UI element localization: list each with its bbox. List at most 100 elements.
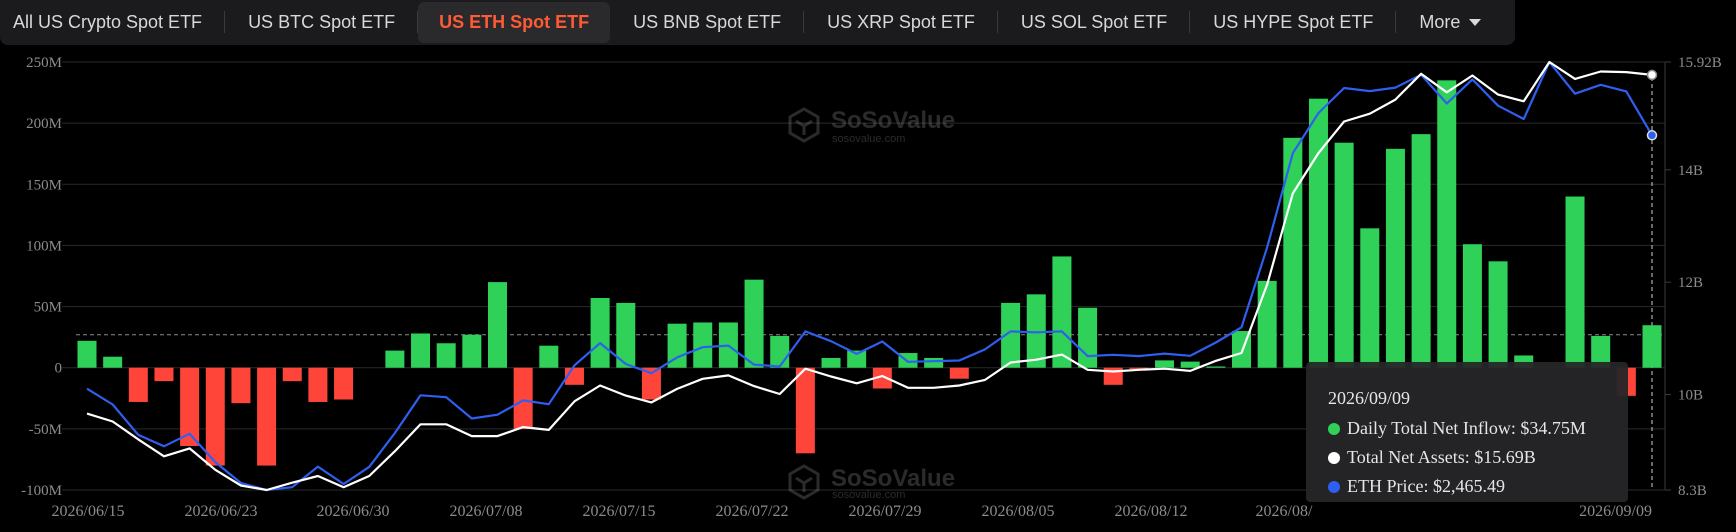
y-left-tick-label: -100M [21,483,62,499]
inflow-bar[interactable] [539,345,559,368]
inflow-bar[interactable] [949,367,969,379]
inflow-bar[interactable] [487,282,507,368]
inflow-bar[interactable] [1360,228,1380,368]
watermark: SoSoValue sosovalue.com [788,107,955,145]
inflow-bar[interactable] [1052,256,1072,368]
tooltip-row-inflow: Daily Total Net Inflow: $34.75M [1328,418,1586,439]
tab-us-sol-spot-etf[interactable]: US SOL Spot ETF [998,0,1191,45]
x-tick-label: 2026/07/29 [849,503,922,520]
inflow-bar[interactable] [77,340,97,368]
series-lines [86,60,1653,492]
inflow-bar[interactable] [872,367,892,389]
x-tick-label: 2026/06/23 [185,503,258,520]
inflow-bar[interactable] [795,367,815,454]
x-tick-label: 2026/08/05 [982,503,1055,520]
inflow-bar[interactable] [1206,366,1226,368]
watermark-brand: SoSoValue [831,465,955,492]
inflow-bar[interactable] [1462,244,1482,368]
inflow-bar[interactable] [1026,294,1046,368]
watermark: SoSoValue sosovalue.com [788,464,955,501]
inflow-bar[interactable] [282,367,302,382]
inflow-bar[interactable] [616,302,636,368]
inflow-bar[interactable] [770,335,790,368]
inflow-bar[interactable] [308,367,328,402]
inflow-bar[interactable] [1437,80,1457,368]
y-left-tick-label: -50M [29,422,62,438]
tab-label: More [1419,12,1461,32]
x-tick-label: 2026/07/15 [583,503,656,520]
inflow-bar[interactable] [847,350,867,368]
inflow-bar[interactable] [641,367,661,400]
inflow-bar[interactable] [180,367,200,446]
tooltip-row-assets: Total Net Assets: $15.69B [1328,447,1536,468]
tab-us-hype-spot-etf[interactable]: US HYPE Spot ETF [1190,0,1397,45]
inflow-bar[interactable] [1591,335,1611,368]
y-left-tick-label: 200M [26,116,62,132]
watermark-brand: SoSoValue [831,107,955,134]
inflow-bar[interactable] [1001,302,1021,368]
legend-dot-assets [1328,451,1340,464]
inflow-bar[interactable] [924,357,944,368]
inflow-bar[interactable] [1283,137,1303,368]
hover-markers [1646,69,1658,141]
x-axis: 2026/06/15 2026/06/23 2026/06/30 2026/07/08… [52,503,1652,520]
x-tick-label: 2026/06/15 [52,503,125,520]
inflow-bar[interactable] [1334,142,1354,368]
tooltip-row-price: ETH Price: $2,465.49 [1328,476,1505,497]
inflow-bar[interactable] [1078,307,1098,368]
inflow-bar[interactable] [667,323,687,368]
inflow-bar[interactable] [513,367,533,429]
legend-dot-price [1328,480,1340,493]
inflow-bar[interactable] [231,367,251,404]
tab-us-btc-spot-etf[interactable]: US BTC Spot ETF [225,0,419,45]
inflow-bar[interactable] [205,367,225,466]
tab-all-us-crypto-spot-etf[interactable]: All US Crypto Spot ETF [0,0,226,45]
inflow-bar[interactable] [1155,360,1175,368]
tab-us-bnb-spot-etf[interactable]: US BNB Spot ETF [610,0,805,45]
inflow-bar[interactable] [436,343,456,368]
y-left-tick-label: 100M [26,238,62,254]
y-right-tick-label: 14B [1678,163,1703,179]
y-right-tick-label: 10B [1678,388,1703,404]
inflow-bar[interactable] [1180,361,1200,368]
inflow-bar[interactable] [1385,148,1405,368]
watermark-url: sosovalue.com [832,133,905,145]
tooltip: 2026/09/09 Daily Total Net Inflow: $34.7… [1306,362,1628,502]
y-right-tick-label: 8.3B [1678,483,1707,499]
inflow-bar[interactable] [1411,134,1431,368]
y-left-tick-label: 250M [26,55,62,71]
inflow-bar[interactable] [154,367,174,382]
inflow-bar[interactable] [821,357,841,368]
tab-us-xrp-spot-etf[interactable]: US XRP Spot ETF [804,0,998,45]
inflow-bar[interactable] [1129,367,1149,369]
assets-hover-marker [1646,69,1658,81]
x-tick-label: 2026/08/ [1256,503,1313,520]
inflow-bar[interactable] [1565,196,1585,368]
inflow-bar[interactable] [1642,325,1662,368]
sosovalue-logo-icon [788,107,820,143]
inflow-bar[interactable] [462,334,482,368]
inflow-bar[interactable] [128,367,148,402]
tab-label: US SOL Spot ETF [1020,12,1168,32]
inflow-bar[interactable] [590,298,610,368]
tooltip-price: ETH Price: $2,465.49 [1347,476,1505,496]
inflow-bar[interactable] [744,279,764,368]
inflow-bar[interactable] [1308,98,1328,368]
price-hover-marker [1646,130,1658,141]
y-left-tick-label: 50M [34,300,62,316]
inflow-bar[interactable] [1257,280,1277,368]
inflow-bar[interactable] [334,367,354,400]
inflow-bar[interactable] [103,356,123,368]
tab-more-dropdown[interactable]: More [1396,0,1504,45]
watermark-url: sosovalue.com [832,489,905,501]
y-right-tick-label: 12B [1678,275,1703,291]
inflow-bar[interactable] [411,333,431,368]
eth-price-line [86,60,1653,492]
inflow-bar[interactable] [693,322,713,368]
tab-label: US XRP Spot ETF [827,12,975,32]
inflow-bar[interactable] [1488,261,1508,368]
tab-us-eth-spot-etf[interactable]: US ETH Spot ETF [418,2,611,43]
inflow-bar[interactable] [385,350,405,368]
inflow-bar[interactable] [257,367,277,466]
